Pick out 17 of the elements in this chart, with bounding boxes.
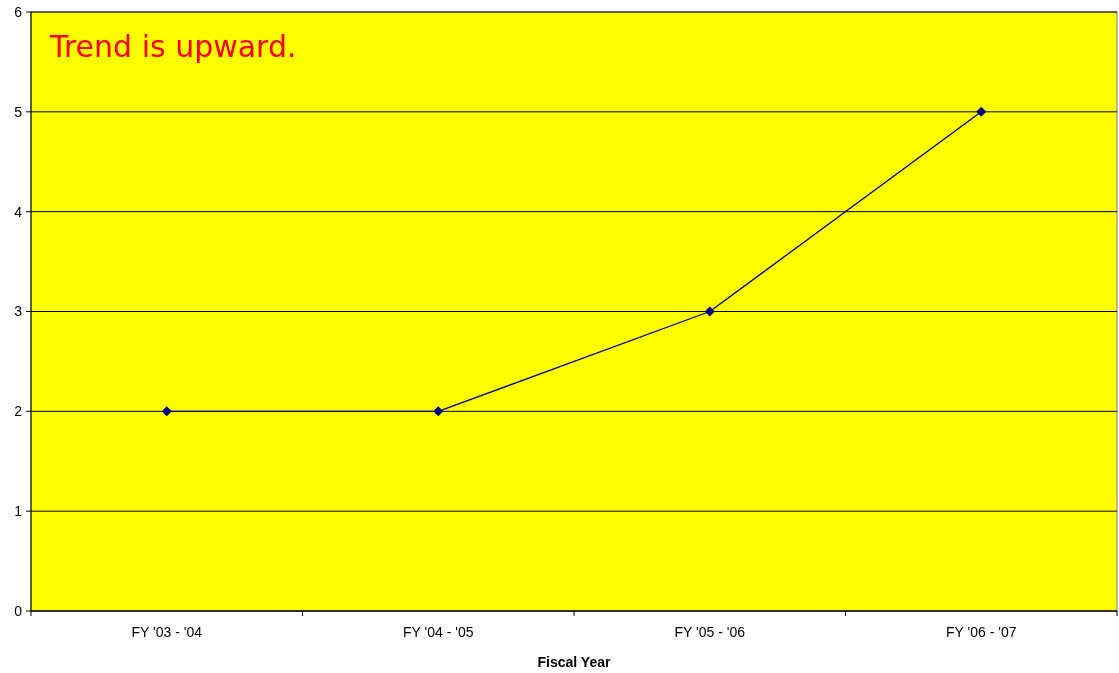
x-axis-title: Fiscal Year: [537, 654, 611, 670]
x-tick-label: FY '06 - '07: [946, 624, 1017, 640]
y-tick-label: 5: [14, 103, 23, 120]
y-tick-label: 2: [14, 403, 23, 420]
y-tick-label: 1: [14, 503, 23, 520]
point: [704, 306, 715, 317]
y-tick-label: 4: [14, 203, 23, 220]
x-tick-label: FY '03 - '04: [131, 624, 203, 640]
y-tick-label: 0: [14, 602, 23, 619]
point: [161, 406, 172, 417]
x-tick-label: FY '05 - '06: [674, 624, 746, 640]
y-tick-label: 6: [14, 3, 23, 20]
point: [976, 106, 987, 117]
y-tick-label: 3: [14, 303, 23, 320]
point: [433, 406, 444, 417]
x-tick-label: FY '04 - '05: [403, 624, 474, 640]
annotation: Trend is upward.: [49, 29, 297, 64]
